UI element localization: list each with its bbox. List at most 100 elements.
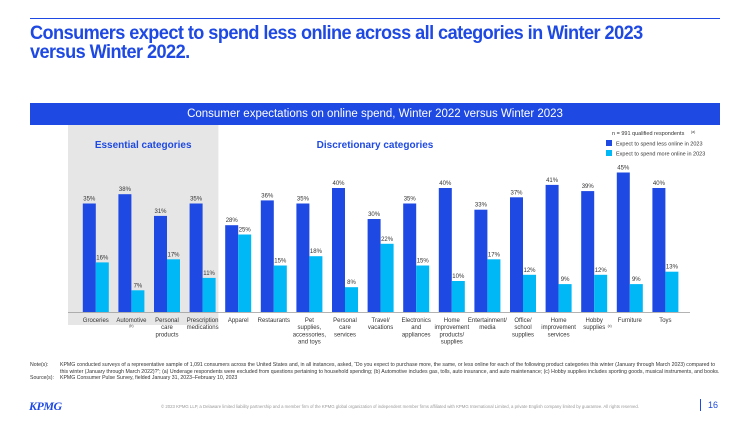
bar xyxy=(665,271,679,312)
bar xyxy=(629,284,643,312)
source-label: Source(s): xyxy=(30,375,54,382)
data-label: 35% xyxy=(404,197,417,203)
category-label: Hobby xyxy=(586,318,603,324)
bar xyxy=(558,284,572,312)
category-label: Personal xyxy=(155,318,179,324)
bar xyxy=(380,243,394,312)
category-label: Entertainment/ xyxy=(468,318,507,324)
category-label: Personal xyxy=(333,318,357,324)
notes: Note(s): KPMG conducted surveys of a rep… xyxy=(30,362,720,382)
data-label: 35% xyxy=(83,197,96,203)
bar-chart: Essential categories Discretionary catego… xyxy=(68,125,705,346)
notes-row: Note(s): KPMG conducted surveys of a rep… xyxy=(30,362,720,375)
category-label: services xyxy=(548,332,570,338)
data-label: 16% xyxy=(96,255,109,261)
data-label: 12% xyxy=(595,268,608,274)
data-label: 33% xyxy=(475,203,488,209)
data-label: 12% xyxy=(523,268,536,274)
notes-label: Note(s): xyxy=(30,362,49,368)
bar xyxy=(131,290,145,312)
bar xyxy=(82,203,96,312)
data-label: 40% xyxy=(439,181,452,187)
notes-text: KPMG conducted surveys of a representati… xyxy=(60,362,720,375)
bar xyxy=(451,281,465,312)
bar xyxy=(616,172,630,312)
bar xyxy=(545,184,559,312)
category-label: Prescription xyxy=(187,318,219,324)
bar xyxy=(523,274,536,312)
category-label: supplies xyxy=(441,340,463,346)
data-label: 15% xyxy=(417,259,430,265)
category-label: medications xyxy=(187,325,219,331)
data-label: 15% xyxy=(274,259,287,265)
category-label: accessories, xyxy=(293,332,327,338)
category-label: Furniture xyxy=(618,318,643,324)
data-label: 7% xyxy=(134,283,143,289)
category-label: supplies xyxy=(583,325,605,331)
category-label: media xyxy=(479,325,496,331)
top-rule xyxy=(30,18,720,19)
chart-title-banner: Consumer expectations on online spend, W… xyxy=(30,103,720,125)
bar xyxy=(487,259,501,312)
data-label: 41% xyxy=(546,178,559,184)
slide-title: Consumers expect to spend less online ac… xyxy=(30,22,643,63)
data-label: 35% xyxy=(190,197,203,203)
data-label: 40% xyxy=(653,181,666,187)
bar xyxy=(594,274,608,312)
data-label: 36% xyxy=(261,193,274,199)
page-number: 16 xyxy=(708,400,719,410)
data-label: 35% xyxy=(297,197,310,203)
category-label: Pet xyxy=(305,318,314,324)
data-label: 39% xyxy=(582,184,595,190)
bar xyxy=(273,265,287,312)
bar xyxy=(238,234,252,312)
category-label: Toys xyxy=(659,318,671,324)
bar xyxy=(260,200,274,312)
category-label: services xyxy=(334,332,356,338)
data-label: 31% xyxy=(154,209,167,215)
bar xyxy=(202,277,216,312)
category-label: supplies xyxy=(512,332,534,338)
category-label: products xyxy=(155,332,178,338)
category-superscript: (b) xyxy=(129,324,133,328)
legend-swatch xyxy=(606,150,612,156)
category-label: improvement xyxy=(541,325,576,331)
category-label: school xyxy=(514,325,531,331)
category-label: Groceries xyxy=(83,318,109,324)
legend-swatch xyxy=(606,140,612,146)
bar xyxy=(581,191,595,312)
category-label: Automotive xyxy=(116,318,147,324)
footer-copyright: © 2023 KPMG LLP, a Delaware limited liab… xyxy=(160,404,640,409)
category-label: care xyxy=(339,325,351,331)
data-label: 37% xyxy=(510,190,523,196)
bar xyxy=(652,188,666,312)
data-label: 9% xyxy=(561,277,570,283)
legend-label: Expect to spend more online in 2023 xyxy=(616,152,705,158)
category-label: and xyxy=(411,325,421,331)
data-label: 38% xyxy=(119,187,132,193)
category-label: Restaurants xyxy=(258,318,290,324)
bar xyxy=(154,215,167,312)
data-label: 25% xyxy=(239,228,252,234)
data-label: 28% xyxy=(226,218,239,224)
legend-note: n = 991 qualified respondents xyxy=(612,131,685,137)
bar xyxy=(438,188,452,312)
bar xyxy=(309,256,323,312)
discretionary-categories-label: Discretionary categories xyxy=(317,140,434,151)
category-label: Home xyxy=(444,318,461,324)
source-row: Source(s): KPMG Consumer Pulse Survey, f… xyxy=(30,375,720,382)
legend-note-superscript: (a) xyxy=(691,130,695,134)
data-label: 40% xyxy=(332,181,345,187)
page-number-divider xyxy=(700,399,701,411)
bar xyxy=(225,225,239,312)
category-label: and toys xyxy=(298,340,321,346)
data-label: 45% xyxy=(617,166,630,172)
bar xyxy=(367,219,381,312)
bar xyxy=(345,287,358,312)
category-label: products/ xyxy=(439,332,464,338)
data-label: 10% xyxy=(452,274,465,280)
category-label: vacations xyxy=(368,325,393,331)
data-label: 17% xyxy=(488,252,501,258)
bar xyxy=(332,188,345,312)
bar xyxy=(189,203,203,312)
